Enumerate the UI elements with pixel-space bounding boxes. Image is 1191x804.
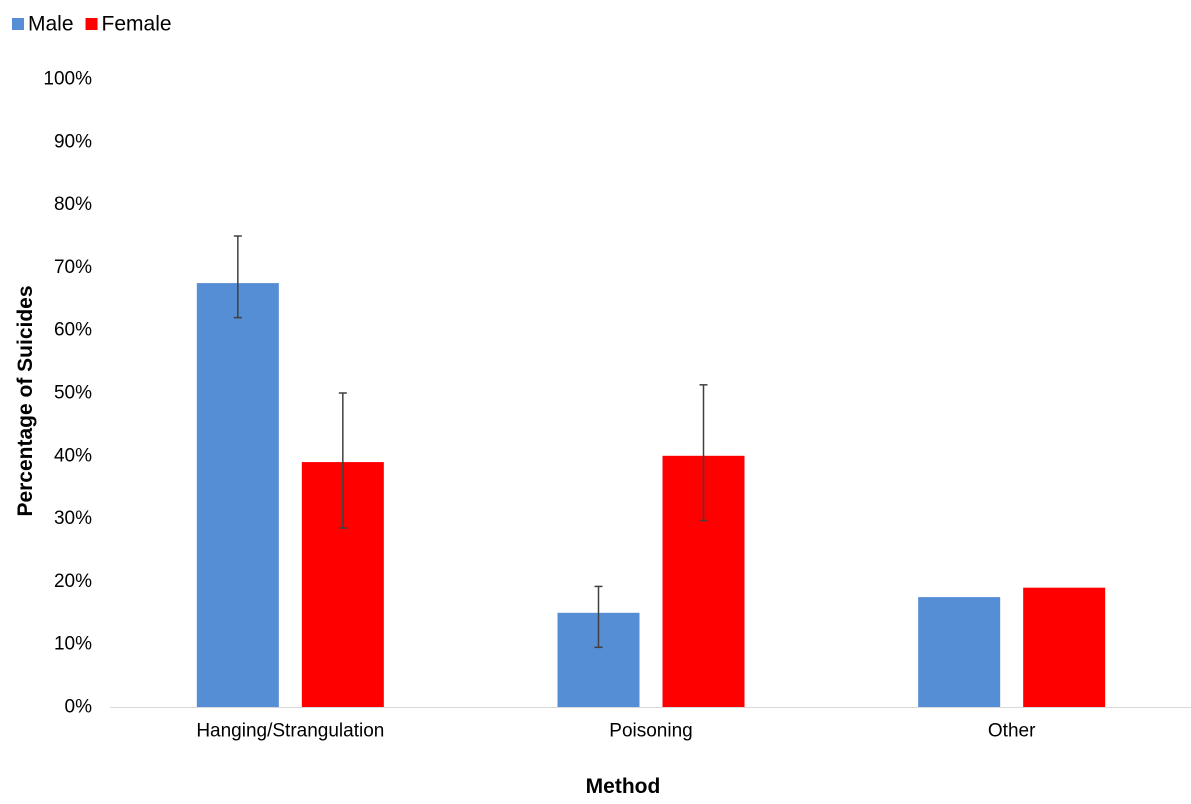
legend-swatch-female	[85, 18, 98, 30]
y-tick-label: 10%	[54, 634, 92, 655]
bars	[196, 283, 1106, 707]
legend-label-female: Female	[102, 13, 172, 36]
x-tick-label: Poisoning	[609, 721, 692, 742]
y-tick-label: 50%	[54, 383, 92, 404]
x-axis-title: Method	[586, 775, 661, 798]
bar-male	[918, 597, 1001, 707]
y-tick-label: 20%	[54, 571, 92, 592]
legend-swatch-male	[12, 18, 24, 30]
y-axis: 0% 10% 20% 30% 40% 50% 60% 70% 80% 90% 100%	[43, 69, 92, 718]
y-tick-label: 70%	[54, 257, 92, 278]
bar-female	[1023, 587, 1106, 707]
error-bars	[233, 235, 708, 649]
y-tick-label: 100%	[43, 69, 92, 90]
y-tick-label: 60%	[54, 320, 92, 341]
y-tick-label: 30%	[54, 508, 92, 529]
legend: Male Female	[12, 13, 172, 36]
y-tick-label: 90%	[54, 131, 92, 152]
legend-label-male: Male	[28, 13, 74, 36]
x-tick-label: Other	[988, 721, 1036, 742]
x-axis: Hanging/Strangulation Poisoning Other	[110, 707, 1191, 742]
y-tick-label: 40%	[54, 445, 92, 466]
y-tick-label: 0%	[65, 697, 93, 718]
y-axis-title: Percentage of Suicides	[14, 285, 37, 516]
x-tick-label: Hanging/Strangulation	[196, 721, 384, 742]
bar-male	[196, 283, 279, 707]
y-tick-label: 80%	[54, 194, 92, 215]
